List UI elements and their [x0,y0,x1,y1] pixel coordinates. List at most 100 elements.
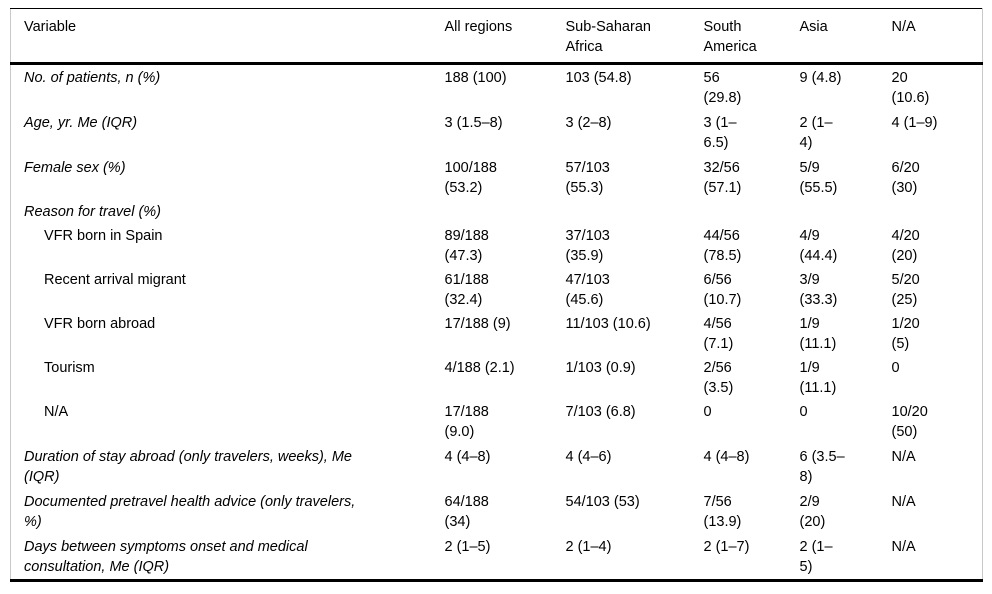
row-label-cell: Tourism [11,356,445,400]
table-row-days-to-consultation: Days between symptoms onset and medical … [11,534,983,581]
row-label: N/A [44,404,69,420]
cell-value: 2 (1–5) [799,539,833,575]
cell-value: 188 (100) [444,70,507,86]
data-cell: 7/56 (13.9) [704,489,800,534]
cell-value: 11/103 (10.6) [565,316,651,332]
header-cell-asia: Asia [800,9,892,64]
data-cell: 103 (54.8) [566,64,704,111]
cell-value: 61/188 (32.4) [444,272,489,308]
row-label-cell: Female sex (%) [11,155,445,200]
data-cell: 4 (4–8) [704,444,800,489]
row-label-cell: No. of patients, n (%) [11,64,445,111]
cell-value: 6/56 (10.7) [703,272,742,308]
cell-value: N/A [891,449,916,465]
data-cell: 2/9 (20) [800,489,892,534]
data-cell: 17/188 (9) [445,312,566,356]
cell-value: 4 (4–6) [565,449,612,465]
header-cell-all-regions: All regions [445,9,566,64]
data-cell: 17/188 (9.0) [445,400,566,444]
table-row-age: Age, yr. Me (IQR) 3 (1.5–8) 3 (2–8) 3 (1… [11,110,983,155]
cell-value: 4/9 (44.4) [799,228,838,264]
patient-characteristics-table: Variable All regions Sub-Saharan Africa … [10,8,983,582]
data-cell: 9 (4.8) [800,64,892,111]
data-cell: 3 (1.5–8) [445,110,566,155]
row-label-cell: Days between symptoms onset and medical … [11,534,445,581]
column-header: South America [703,19,757,55]
row-label: Reason for travel (%) [24,204,161,220]
data-cell: 0 [892,356,983,400]
data-cell: 64/188 (34) [445,489,566,534]
column-header: N/A [891,19,916,35]
cell-value: 1/9 (11.1) [799,316,837,352]
table-row-reason-na: N/A 17/188 (9.0) 7/103 (6.8) 0 0 10/20 (… [11,400,983,444]
cell-value: 4 (1–9) [891,115,938,131]
cell-value: 4/20 (20) [891,228,920,264]
cell-value: 0 [799,404,808,420]
data-cell: 2 (1–4) [566,534,704,581]
data-cell: 2/56 (3.5) [704,356,800,400]
data-cell: 2 (1–5) [800,534,892,581]
row-label: VFR born in Spain [44,228,163,244]
data-cell: 4/9 (44.4) [800,224,892,268]
cell-value: 2 (1–7) [703,539,750,555]
data-cell: 100/188 (53.2) [445,155,566,200]
data-cell: 6/20 (30) [892,155,983,200]
cell-value: 2 (1–5) [444,539,491,555]
header-cell-sub-saharan-africa: Sub-Saharan Africa [566,9,704,64]
data-cell: 4/56 (7.1) [704,312,800,356]
data-cell: 10/20 (50) [892,400,983,444]
column-header: Variable [24,19,77,35]
cell-value: 20 (10.6) [891,70,930,106]
cell-value: 4 (4–8) [703,449,750,465]
data-cell: 1/20 (5) [892,312,983,356]
data-cell: 4/188 (2.1) [445,356,566,400]
cell-value: 9 (4.8) [799,70,842,86]
cell-value: 5/9 (55.5) [799,160,838,196]
data-cell [445,200,566,224]
row-label: Documented pretravel health advice (only… [24,494,356,530]
cell-value: 0 [703,404,712,420]
table-row-recent-arrival-migrant: Recent arrival migrant 61/188 (32.4) 47/… [11,268,983,312]
table-row-female-sex: Female sex (%) 100/188 (53.2) 57/103 (55… [11,155,983,200]
data-cell [566,200,704,224]
cell-value: 17/188 (9) [444,316,511,332]
cell-value: N/A [891,539,916,555]
column-header: Sub-Saharan Africa [565,19,651,55]
data-cell [892,200,983,224]
cell-value: 5/20 (25) [891,272,920,308]
data-cell: 4 (4–8) [445,444,566,489]
data-cell: 5/20 (25) [892,268,983,312]
row-label-cell: Recent arrival migrant [11,268,445,312]
cell-value: 2/9 (20) [799,494,826,530]
cell-value: 4/188 (2.1) [444,360,515,376]
cell-value: 100/188 (53.2) [444,160,497,196]
row-label: Age, yr. Me (IQR) [24,115,138,131]
cell-value: 4/56 (7.1) [703,316,734,352]
data-cell: N/A [892,444,983,489]
row-label-cell: Documented pretravel health advice (only… [11,489,445,534]
data-cell: 3 (2–8) [566,110,704,155]
cell-value: 3 (2–8) [565,115,612,131]
cell-value: 10/20 (50) [891,404,928,440]
cell-value: 44/56 (78.5) [703,228,742,264]
row-label: Days between symptoms onset and medical … [24,539,308,575]
data-cell: 61/188 (32.4) [445,268,566,312]
data-cell: 44/56 (78.5) [704,224,800,268]
row-label: Recent arrival migrant [44,272,186,288]
cell-value: 47/103 (45.6) [565,272,610,308]
data-cell: 0 [800,400,892,444]
data-cell: 1/9 (11.1) [800,356,892,400]
cell-value: 37/103 (35.9) [565,228,610,264]
table-row-tourism: Tourism 4/188 (2.1) 1/103 (0.9) 2/56 (3.… [11,356,983,400]
row-label: Female sex (%) [24,160,126,176]
data-cell: 5/9 (55.5) [800,155,892,200]
data-cell: 20 (10.6) [892,64,983,111]
data-cell: N/A [892,534,983,581]
row-label-cell: VFR born abroad [11,312,445,356]
row-label: Duration of stay abroad (only travelers,… [24,449,352,485]
cell-value: 56 (29.8) [703,70,742,106]
data-cell: 4/20 (20) [892,224,983,268]
row-label: Tourism [44,360,95,376]
data-cell: 188 (100) [445,64,566,111]
